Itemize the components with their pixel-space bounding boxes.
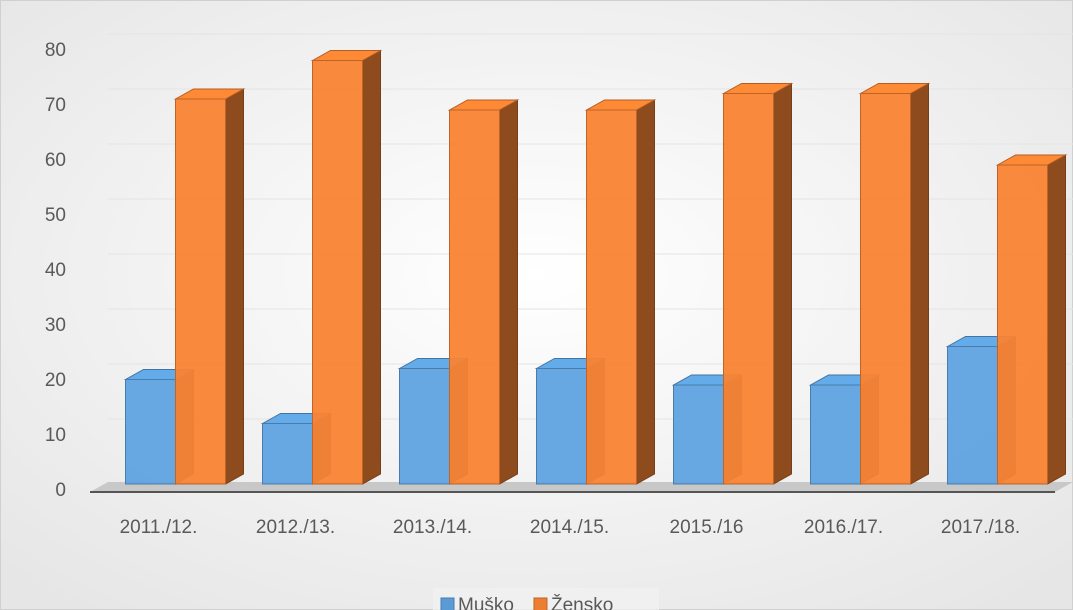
bar — [586, 109, 637, 485]
x-tick-label: 2015./16 — [670, 517, 744, 538]
bar-side — [362, 49, 381, 485]
y-tick-label: 60 — [45, 150, 66, 171]
bar — [125, 379, 176, 485]
bar — [723, 93, 774, 485]
x-tick-label: 2017./18. — [941, 517, 1020, 538]
x-tick-label: 2013./14. — [393, 517, 472, 538]
legend: Muško Žensko — [433, 588, 659, 610]
bar — [449, 109, 500, 485]
bar — [262, 423, 313, 485]
x-tick-label: 2014./15. — [530, 517, 609, 538]
bar-side — [499, 99, 518, 485]
bar-side — [1047, 154, 1066, 485]
legend-label: Žensko — [551, 594, 613, 610]
x-tick-label: 2012./13. — [256, 517, 335, 538]
y-tick-label: 30 — [45, 315, 66, 336]
bar-side — [636, 99, 655, 485]
y-tick-label: 10 — [45, 425, 66, 446]
legend-swatch — [440, 597, 455, 610]
bar-side — [773, 82, 792, 485]
bar — [947, 346, 998, 485]
bar — [860, 93, 911, 485]
y-tick-label: 40 — [45, 260, 66, 281]
legend-label: Muško — [458, 595, 514, 610]
x-tick-label: 2011./12. — [120, 517, 198, 538]
bar — [312, 60, 363, 485]
bar — [810, 384, 861, 485]
x-tick-label: 2016./17. — [804, 517, 883, 538]
bar — [997, 164, 1048, 485]
bar-side — [910, 82, 929, 485]
bar — [399, 368, 450, 485]
legend-swatch — [533, 597, 548, 610]
y-tick-label: 0 — [55, 480, 66, 501]
bar-side — [225, 88, 244, 485]
y-tick-label: 70 — [45, 95, 66, 116]
bar — [673, 384, 724, 485]
y-tick-label: 50 — [45, 205, 66, 226]
bar — [175, 98, 226, 485]
y-tick-label: 80 — [45, 40, 66, 61]
y-tick-label: 20 — [45, 370, 66, 391]
bar — [536, 368, 587, 485]
